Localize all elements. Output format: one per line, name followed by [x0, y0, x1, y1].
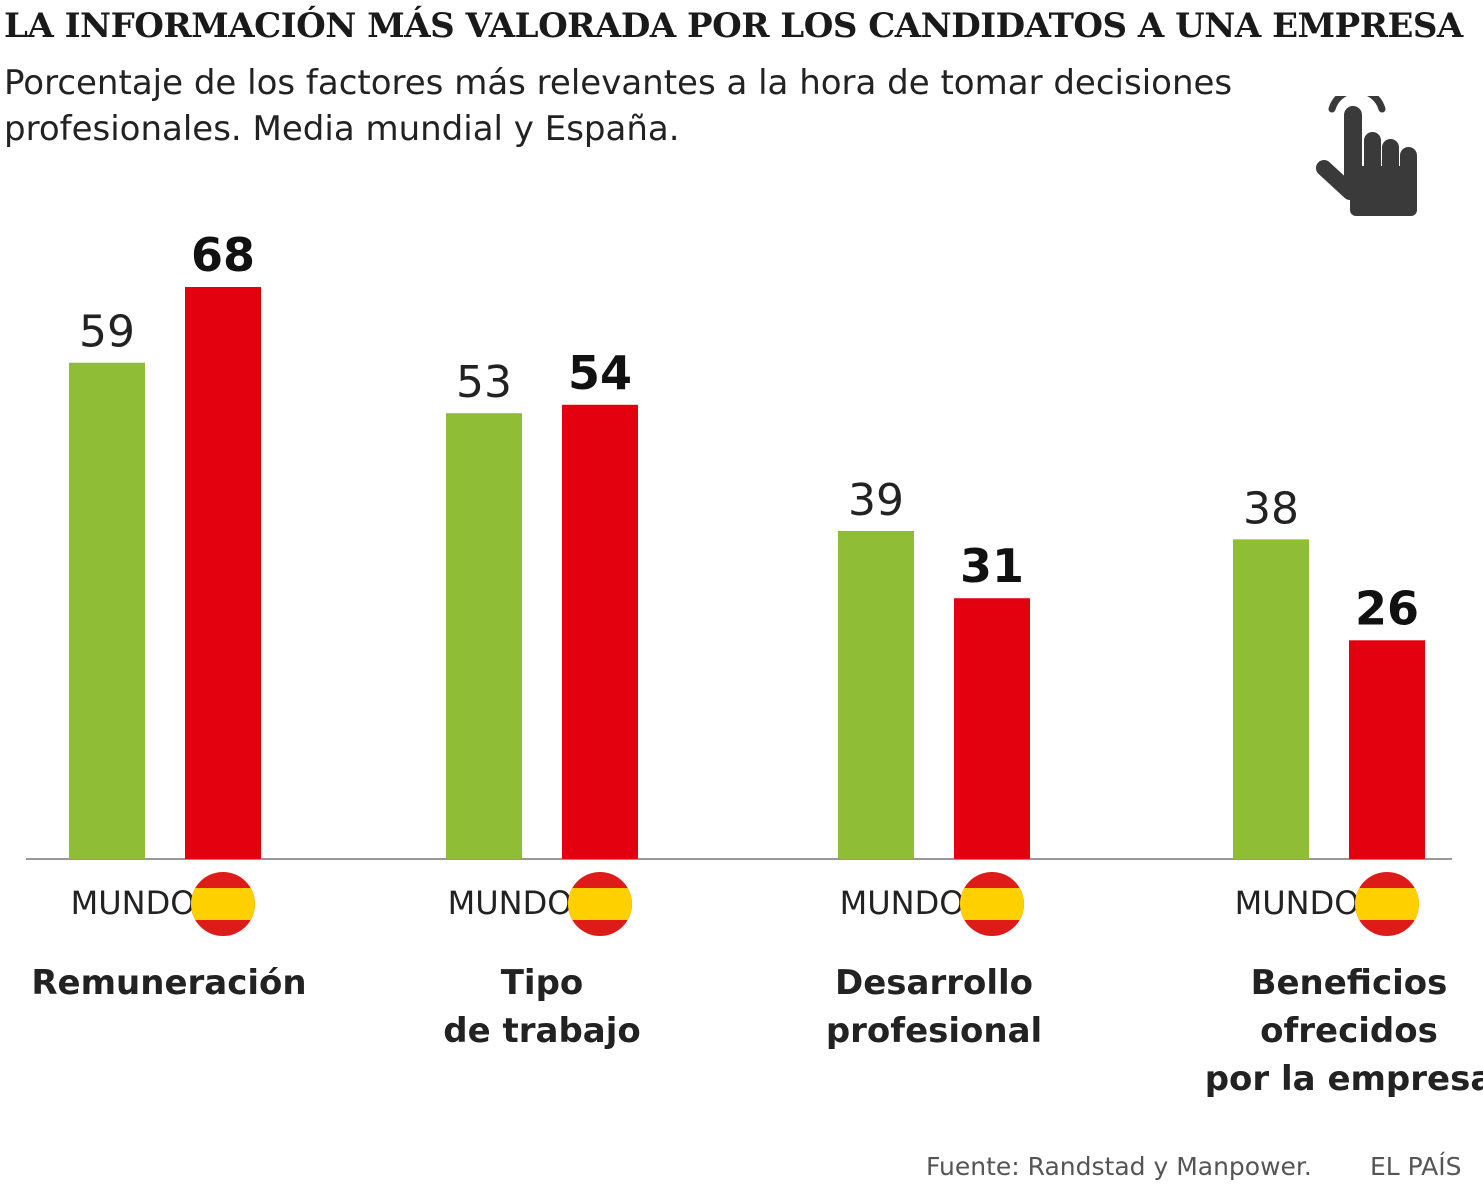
- source-note: Fuente: Randstad y Manpower.: [926, 1152, 1312, 1181]
- value-label-spain: 54: [568, 346, 632, 400]
- category-label: por la empresa: [1205, 1059, 1483, 1099]
- chart-title: LA INFORMACIÓN MÁS VALORADA POR LOS CAND…: [4, 6, 1463, 46]
- chart-subtitle: Porcentaje de los factores más relevante…: [4, 63, 1233, 149]
- series-label-world: MUNDO: [71, 884, 196, 922]
- bar-world: [838, 530, 914, 859]
- category-label: Remuneración: [31, 963, 306, 1003]
- value-label-world: 39: [848, 475, 904, 526]
- value-label-spain: 26: [1355, 581, 1419, 635]
- category-label: ofrecidos: [1260, 1011, 1438, 1051]
- spain-flag-icon: [960, 872, 1024, 936]
- category-label: Desarrollo: [835, 963, 1033, 1003]
- value-label-spain: 31: [960, 539, 1024, 593]
- pointing-hand-icon: [1316, 96, 1417, 216]
- series-label-world: MUNDO: [448, 884, 573, 922]
- category-label: Tipo: [501, 963, 584, 1003]
- spain-flag-icon: [568, 872, 632, 936]
- category-label: profesional: [826, 1011, 1042, 1051]
- series-label-world: MUNDO: [1235, 884, 1360, 922]
- value-label-world: 53: [456, 357, 512, 408]
- spain-flag-icon: [191, 872, 255, 936]
- value-label-world: 38: [1243, 483, 1299, 534]
- bar-spain: [562, 404, 638, 859]
- series-label-world: MUNDO: [840, 884, 965, 922]
- brand-label: EL PAÍS: [1370, 1152, 1462, 1181]
- bar-world: [446, 413, 522, 859]
- bar-spain: [954, 598, 1030, 859]
- bar-spain: [1349, 640, 1425, 859]
- spain-flag-icon: [1355, 872, 1419, 936]
- bar-world: [69, 362, 145, 859]
- bar-world: [1233, 539, 1309, 859]
- value-label-world: 59: [79, 307, 135, 358]
- bar-spain: [185, 287, 261, 859]
- value-label-spain: 68: [191, 228, 255, 282]
- category-label: Beneficios: [1251, 963, 1448, 1003]
- category-label: de trabajo: [443, 1011, 641, 1051]
